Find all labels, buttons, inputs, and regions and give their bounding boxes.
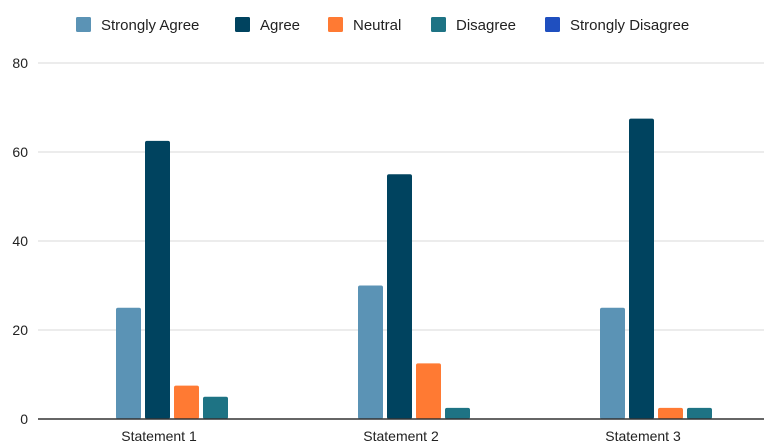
bar-strongly-agree-1[interactable]: [116, 307, 141, 419]
bar-agree-2[interactable]: [387, 174, 412, 419]
bar-strongly-agree-2[interactable]: [358, 285, 383, 420]
legend-swatch: [545, 17, 560, 32]
legend: Strongly Agree Agree Neutral Disagree Strong…: [76, 17, 689, 34]
legend-label: Strongly Disagree: [570, 17, 689, 34]
legend-swatch: [431, 17, 446, 32]
bars: [116, 118, 712, 420]
y-tick-label: 40: [12, 233, 28, 249]
legend-label: Strongly Agree: [101, 17, 199, 34]
legend-item-disagree[interactable]: Disagree: [431, 17, 516, 34]
y-tick-label: 60: [12, 144, 28, 160]
x-tick-label: Statement 3: [605, 428, 681, 443]
legend-item-strongly-agree[interactable]: Strongly Agree: [76, 17, 199, 34]
legend-label: Disagree: [456, 17, 516, 34]
legend-item-neutral[interactable]: Neutral: [328, 17, 401, 34]
bar-neutral-3[interactable]: [658, 407, 683, 419]
legend-swatch: [76, 17, 91, 32]
y-tick-label: 20: [12, 322, 28, 338]
legend-label: Agree: [260, 17, 300, 34]
bar-neutral-2[interactable]: [416, 363, 441, 419]
legend-swatch: [328, 17, 343, 32]
legend-label: Neutral: [353, 17, 401, 34]
y-tick-label: 0: [20, 411, 28, 427]
x-tick-label: Statement 2: [363, 428, 439, 443]
x-axis-categories: Statement 1 Statement 2 Statement 3: [121, 428, 681, 443]
legend-item-agree[interactable]: Agree: [235, 17, 300, 34]
legend-item-strongly-disagree[interactable]: Strongly Disagree: [545, 17, 689, 34]
legend-swatch: [235, 17, 250, 32]
bar-disagree-1[interactable]: [203, 396, 228, 419]
y-axis-ticks: 0 20 40 60 80: [12, 55, 28, 427]
y-tick-label: 80: [12, 55, 28, 71]
bar-agree-3[interactable]: [629, 118, 654, 419]
x-tick-label: Statement 1: [121, 428, 197, 443]
bar-agree-1[interactable]: [145, 140, 170, 419]
bar-neutral-1[interactable]: [174, 385, 199, 419]
bar-disagree-3[interactable]: [687, 407, 712, 419]
bar-strongly-agree-3[interactable]: [600, 307, 625, 419]
bar-disagree-2[interactable]: [445, 407, 470, 419]
